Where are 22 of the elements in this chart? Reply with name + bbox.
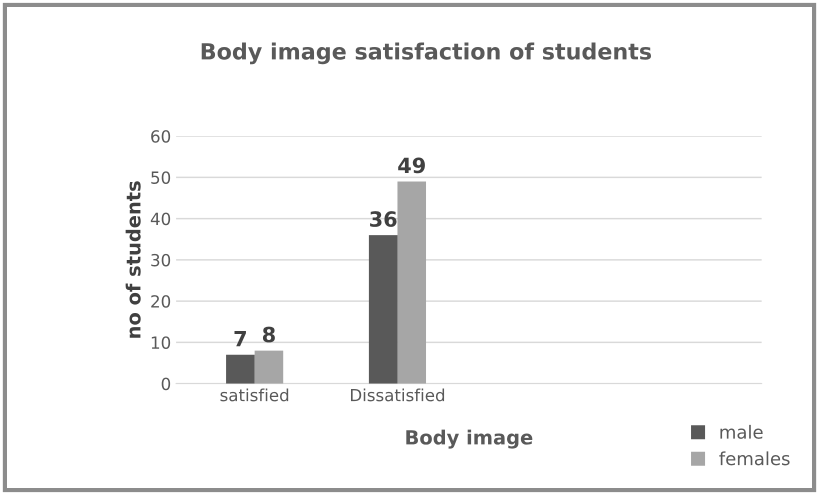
y-axis-title: no of students	[126, 181, 141, 338]
data-label: 8	[262, 326, 275, 342]
x-tick-label: Dissatisfied	[350, 388, 444, 402]
bar	[368, 235, 398, 384]
data-label: 36	[370, 211, 397, 227]
data-label: 7	[234, 331, 246, 346]
y-tick-label: 0	[162, 378, 170, 390]
y-tick-label: 10	[152, 336, 170, 349]
legend-label: male	[720, 424, 763, 439]
bar	[254, 350, 284, 384]
y-tick-label: 40	[150, 212, 170, 226]
data-label: 49	[398, 158, 425, 174]
y-tick-label: 50	[151, 171, 170, 184]
x-tick-label: satisfied	[220, 388, 288, 402]
x-axis-title: Body image	[406, 430, 532, 449]
legend-label: females	[719, 451, 790, 466]
y-tick-label: 60	[151, 130, 170, 143]
y-tick-label: 30	[151, 254, 170, 266]
chart-title: Body image satisfaction of students	[202, 42, 652, 64]
bar	[397, 182, 426, 384]
bar	[226, 354, 255, 384]
y-tick-label: 20	[151, 295, 170, 308]
